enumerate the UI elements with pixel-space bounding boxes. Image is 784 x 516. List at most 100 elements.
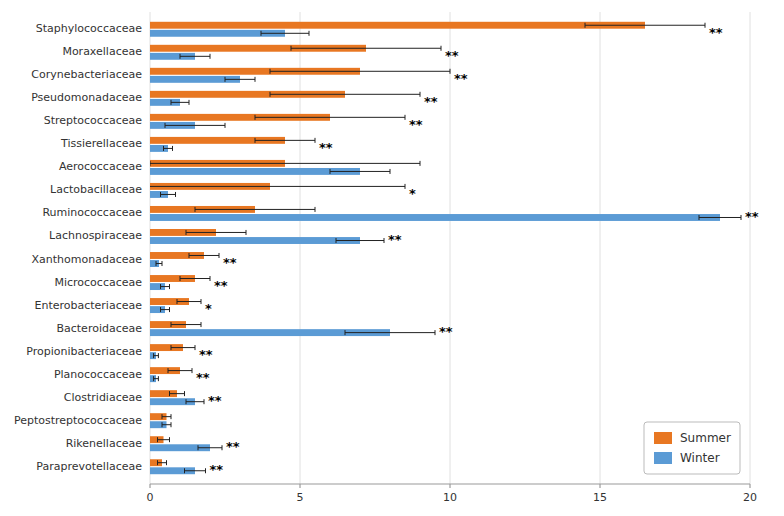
error-bar xyxy=(171,345,195,350)
error-cap xyxy=(255,138,256,143)
error-bar xyxy=(186,230,246,235)
significance: ** xyxy=(226,439,240,454)
error-cap xyxy=(699,215,700,220)
error-line xyxy=(225,79,255,80)
grid: 05101520 xyxy=(147,12,758,504)
error-cap xyxy=(210,276,211,281)
error-line xyxy=(170,393,185,394)
error-cap xyxy=(205,468,206,473)
error-bar xyxy=(162,422,171,427)
error-line xyxy=(585,25,705,26)
error-cap xyxy=(172,146,173,151)
chart: 05101520StaphylococcaceaeMoraxellaceaeCo… xyxy=(0,0,784,516)
error-line xyxy=(255,140,315,141)
error-line xyxy=(336,240,384,241)
error-cap xyxy=(204,399,205,404)
y-tick-label: Clostridiaceae xyxy=(64,391,142,404)
error-cap xyxy=(315,207,316,212)
y-tick-label: Micrococcaceae xyxy=(54,276,142,289)
error-line xyxy=(261,33,309,34)
error-cap xyxy=(177,299,178,304)
error-bar xyxy=(195,207,315,212)
error-bar xyxy=(255,138,315,143)
error-bar xyxy=(158,460,167,465)
significance: ** xyxy=(445,48,459,63)
error-cap xyxy=(291,46,292,51)
error-line xyxy=(168,370,192,371)
legend-swatch xyxy=(654,432,672,444)
significance: ** xyxy=(709,25,723,40)
tick-mark xyxy=(300,484,301,488)
error-bar xyxy=(161,284,170,289)
error-bar xyxy=(158,437,170,442)
error-line xyxy=(154,355,159,356)
error-line xyxy=(180,278,210,279)
y-tick-label: Aerococcaceae xyxy=(59,160,142,173)
error-line xyxy=(270,94,420,95)
grid-line xyxy=(300,12,301,484)
error-line xyxy=(189,255,219,256)
y-tick-label: Propionibacteriaceae xyxy=(26,345,142,358)
error-line xyxy=(198,447,222,448)
error-bar xyxy=(198,445,222,450)
error-cap xyxy=(441,46,442,51)
error-bar xyxy=(154,353,159,358)
significance: ** xyxy=(745,209,759,224)
error-cap xyxy=(157,460,158,465)
y-tick-label: Enterobacteriaceae xyxy=(34,299,142,312)
error-cap xyxy=(222,445,223,450)
error-line xyxy=(255,117,405,118)
x-tick-label: 0 xyxy=(147,491,154,504)
error-line xyxy=(150,163,420,164)
error-bar xyxy=(170,391,185,396)
y-tick-label: Lachnospiraceae xyxy=(49,229,142,242)
error-cap xyxy=(171,322,172,327)
error-cap xyxy=(195,345,196,350)
error-line xyxy=(185,470,206,471)
error-cap xyxy=(189,253,190,258)
grid-line xyxy=(450,12,451,484)
error-bar xyxy=(162,414,171,419)
error-line xyxy=(158,462,167,463)
error-line xyxy=(186,232,246,233)
error-bar xyxy=(171,322,201,327)
error-line xyxy=(162,424,171,425)
significance: ** xyxy=(454,71,468,86)
error-cap xyxy=(330,169,331,174)
error-cap xyxy=(186,230,187,235)
error-cap xyxy=(171,414,172,419)
error-cap xyxy=(175,192,176,197)
error-cap xyxy=(162,422,163,427)
y-tick-label: Corynebacteriaceae xyxy=(31,68,142,81)
error-bar xyxy=(585,23,705,28)
error-cap xyxy=(219,253,220,258)
bar xyxy=(150,22,645,29)
y-tick-label: Bacteroidaceae xyxy=(56,322,142,335)
error-bar xyxy=(150,184,405,189)
error-cap xyxy=(186,399,187,404)
error-bar xyxy=(270,69,450,74)
error-cap xyxy=(210,54,211,59)
error-bar xyxy=(186,399,204,404)
significance: ** xyxy=(388,232,402,247)
error-cap xyxy=(309,31,310,36)
error-cap xyxy=(180,54,181,59)
error-cap xyxy=(150,161,151,166)
y-tick-label: Peptostreptococcaceae xyxy=(14,414,142,427)
error-cap xyxy=(166,460,167,465)
legend-box xyxy=(644,422,740,474)
error-cap xyxy=(156,261,157,266)
error-line xyxy=(177,301,201,302)
error-bar xyxy=(255,115,405,120)
error-cap xyxy=(405,115,406,120)
x-axis-line xyxy=(150,484,750,485)
legend-label: Winter xyxy=(680,451,720,465)
y-tick-label: Planococcaceae xyxy=(54,368,142,381)
error-bar xyxy=(150,161,420,166)
error-line xyxy=(345,332,435,333)
significance: ** xyxy=(199,347,213,362)
tick-mark xyxy=(750,484,751,488)
error-cap xyxy=(315,138,316,143)
significance: ** xyxy=(319,140,333,155)
significance: ** xyxy=(223,255,237,270)
